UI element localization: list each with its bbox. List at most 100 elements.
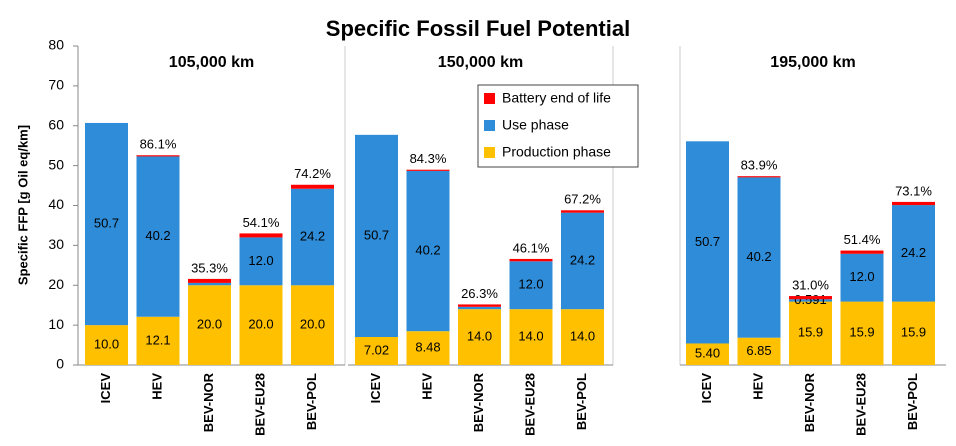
- panel-subtitle: 105,000 km: [169, 54, 254, 71]
- data-label: 7.02: [364, 342, 389, 357]
- data-label: 24.2: [570, 252, 595, 267]
- data-label: 50.7: [94, 215, 119, 230]
- x-tick-label: ICEV: [98, 373, 113, 404]
- bar-segment: [789, 296, 832, 300]
- y-tick-label: 70: [48, 77, 64, 93]
- bar-segment: [406, 169, 450, 171]
- legend-swatch: [484, 120, 495, 131]
- x-tick-label: BEV-POL: [304, 373, 319, 430]
- x-tick-label: BEV-POL: [574, 373, 589, 430]
- x-tick-label: BEV-EU28: [853, 373, 868, 436]
- bar-segment: [136, 155, 180, 157]
- bar-segment: [737, 177, 781, 338]
- data-label: 12.0: [849, 269, 874, 284]
- legend-swatch: [484, 93, 495, 104]
- panel-subtitle: 150,000 km: [438, 54, 523, 71]
- x-tick-label: BEV-NOR: [802, 372, 817, 432]
- y-tick-label: 40: [48, 196, 64, 212]
- annotation: 73.1%: [895, 183, 932, 198]
- bar-segment: [355, 337, 398, 365]
- bar-segment: [737, 337, 781, 365]
- data-label: 24.2: [300, 228, 325, 243]
- bar-segment: [509, 309, 553, 365]
- x-tick-label: ICEV: [699, 373, 714, 404]
- chart-title: Specific Fossil Fuel Potential: [326, 16, 630, 41]
- x-tick-label: BEV-POL: [905, 373, 920, 430]
- y-tick-label: 30: [48, 236, 64, 252]
- data-label: 20.0: [197, 317, 222, 332]
- data-label: 12.1: [145, 332, 170, 347]
- data-label: 24.2: [901, 245, 926, 260]
- annotation: 54.1%: [243, 215, 280, 230]
- bar-segment: [686, 343, 729, 365]
- bar-segment: [840, 253, 884, 302]
- data-label: 40.2: [145, 228, 170, 243]
- x-tick-label: ICEV: [368, 373, 383, 404]
- legend-box: [477, 84, 639, 168]
- bar-segment: [509, 261, 553, 310]
- bar-segment: [509, 258, 553, 262]
- bar-segment: [458, 309, 501, 365]
- annotation: 51.4%: [844, 232, 881, 247]
- bar-segment: [458, 306, 501, 310]
- bar-segment: [188, 282, 231, 286]
- bar-segment: [789, 299, 832, 302]
- bar-segment: [291, 188, 334, 286]
- data-label: 6.85: [746, 343, 771, 358]
- panel-subtitle: 195,000 km: [770, 54, 855, 71]
- bar-segment: [892, 301, 935, 365]
- y-tick-label: 20: [48, 276, 64, 292]
- bar-segment: [239, 285, 283, 365]
- data-label: 50.7: [695, 234, 720, 249]
- legend-label: Battery end of life: [502, 90, 611, 106]
- data-label: 8.48: [415, 340, 440, 355]
- annotation: 31.0%: [792, 277, 829, 292]
- bar-segment: [239, 237, 283, 286]
- bar-segment: [85, 325, 128, 365]
- data-label: 15.9: [798, 325, 823, 340]
- bar-segment: [892, 205, 935, 302]
- bar-segment: [239, 233, 283, 238]
- data-label: 0.591: [794, 292, 827, 307]
- data-label: 15.9: [849, 325, 874, 340]
- bar-segment: [561, 212, 604, 310]
- bar-segment: [892, 201, 935, 206]
- bar-segment: [840, 250, 884, 254]
- bar-segment: [789, 301, 832, 365]
- annotation: 26.3%: [461, 286, 498, 301]
- data-label: 14.0: [518, 329, 543, 344]
- bar-segment: [406, 170, 450, 332]
- x-tick-label: BEV-NOR: [471, 372, 486, 432]
- data-label: 50.7: [364, 227, 389, 242]
- x-tick-label: BEV-EU28: [252, 373, 267, 436]
- x-tick-label: HEV: [149, 373, 164, 400]
- y-axis-label: Specific FFP [g Oil eq/km]: [15, 125, 30, 285]
- bar-segment: [291, 184, 334, 189]
- annotation: 74.2%: [294, 166, 331, 181]
- x-tick-label: BEV-EU28: [522, 373, 537, 436]
- annotation: 46.1%: [513, 240, 550, 255]
- y-tick-label: 10: [48, 316, 64, 332]
- bar-segment: [291, 285, 334, 365]
- y-tick-label: 80: [48, 37, 64, 53]
- bar-segment: [561, 309, 604, 365]
- bar-segment: [686, 141, 729, 344]
- y-tick-label: 50: [48, 156, 64, 172]
- data-label: 20.0: [300, 317, 325, 332]
- data-label: 40.2: [415, 242, 440, 257]
- bar-segment: [561, 210, 604, 213]
- data-label: 14.0: [467, 329, 492, 344]
- data-label: 12.0: [248, 253, 273, 268]
- annotation: 84.3%: [410, 151, 447, 166]
- data-label: 20.0: [248, 317, 273, 332]
- data-label: 10.0: [94, 337, 119, 352]
- legend-swatch: [484, 147, 495, 158]
- annotation: 86.1%: [140, 137, 177, 152]
- x-tick-label: BEV-NOR: [201, 372, 216, 432]
- bar-segment: [406, 331, 450, 365]
- bar-segment: [136, 156, 180, 317]
- y-tick-label: 60: [48, 116, 64, 132]
- bar-segment: [458, 304, 501, 307]
- annotation: 83.9%: [741, 158, 778, 173]
